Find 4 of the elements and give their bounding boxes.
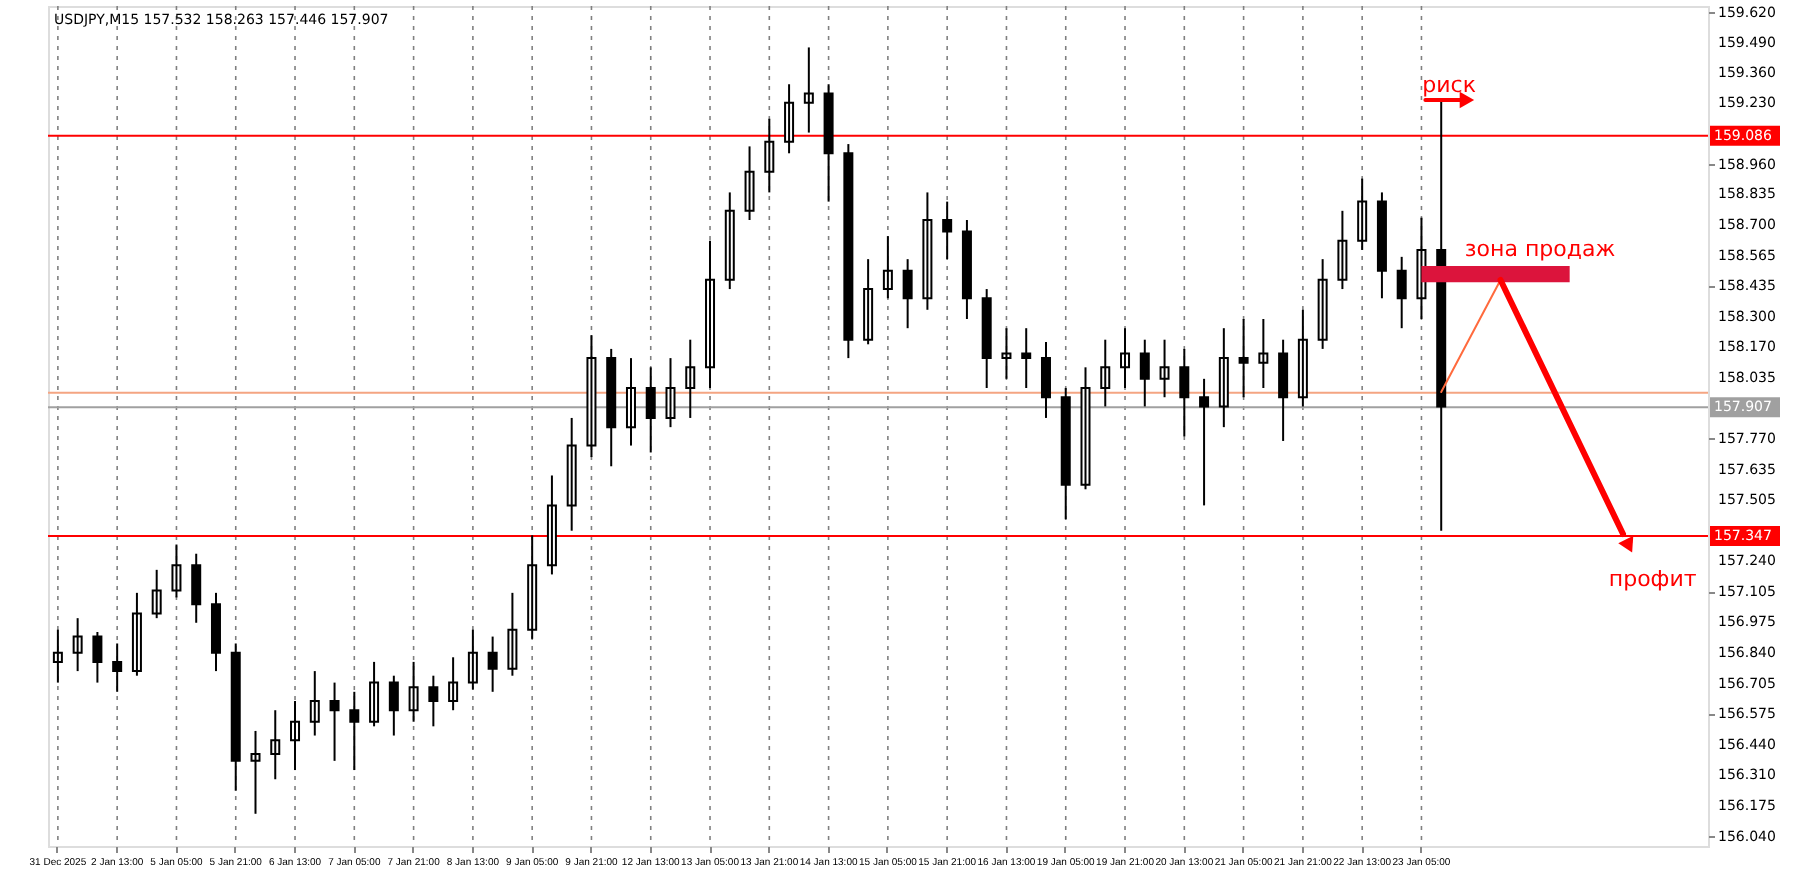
candlestick xyxy=(1238,317,1249,399)
annotation: риск xyxy=(1422,72,1477,98)
band-label: зона продаж xyxy=(1464,236,1616,263)
annotation: профит xyxy=(1608,566,1698,593)
